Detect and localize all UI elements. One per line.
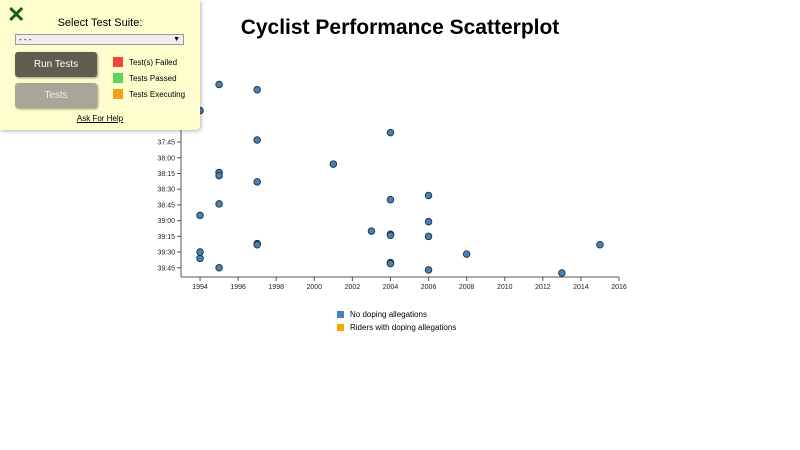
legend-executing: Tests Executing xyxy=(113,89,185,99)
x-tick-label: 1994 xyxy=(192,284,208,291)
y-tick-label: 37:45 xyxy=(157,140,175,147)
data-point xyxy=(386,128,395,137)
tests-button[interactable]: Tests xyxy=(15,83,97,108)
close-icon[interactable]: ✕ xyxy=(7,2,26,27)
x-tick-label: 2012 xyxy=(535,284,551,291)
x-tick-label: 1998 xyxy=(268,284,284,291)
y-tick-label: 38:00 xyxy=(157,155,175,162)
data-point xyxy=(386,195,395,204)
data-point xyxy=(215,264,223,272)
data-point xyxy=(462,250,471,258)
data-point xyxy=(253,240,261,249)
chart-title: Cyclist Performance Scatterplot xyxy=(240,16,560,39)
data-point xyxy=(386,259,395,268)
legend-label: Test(s) Failed xyxy=(129,57,178,67)
legend-label: Riders with doping allegations xyxy=(350,323,457,332)
data-point xyxy=(424,217,433,226)
data-point xyxy=(424,191,433,200)
data-point xyxy=(253,178,261,186)
x-tick-label: 2008 xyxy=(459,284,475,291)
x-tick-label: 2006 xyxy=(421,284,437,291)
data-point xyxy=(367,227,376,235)
select-value: - - - xyxy=(19,35,32,44)
legend-label: Tests Executing xyxy=(129,89,186,99)
y-tick-label: 39:00 xyxy=(157,218,175,225)
data-point xyxy=(424,266,433,274)
y-tick-label: 38:15 xyxy=(157,171,175,178)
data-point xyxy=(596,240,604,249)
suite-label: Select Test Suite: xyxy=(57,17,143,29)
data-point xyxy=(424,232,433,241)
x-tick-label: 2000 xyxy=(307,284,323,291)
legend-swatch xyxy=(337,311,344,318)
y-tick-label: 39:15 xyxy=(157,234,175,241)
x-tick-label: 2016 xyxy=(611,284,627,291)
legend-no-doping: No doping allegations xyxy=(337,310,427,319)
y-tick-label: 39:30 xyxy=(157,250,175,257)
failed-swatch xyxy=(113,57,123,67)
test-panel: ✕ Select Test Suite: - - - ▼ Run Tests Te… xyxy=(0,0,200,130)
x-tick-label: 2010 xyxy=(497,284,513,291)
legend-failed: Test(s) Failed xyxy=(113,57,177,67)
test-suite-select[interactable]: - - - ▼ xyxy=(15,34,184,45)
legend-label: Tests Passed xyxy=(129,73,177,83)
x-tick-label: 2004 xyxy=(383,284,399,291)
run-tests-button[interactable]: Run Tests xyxy=(15,52,97,77)
y-tick-label: 39:45 xyxy=(157,265,175,272)
data-point xyxy=(253,136,261,144)
data-point xyxy=(196,254,204,263)
chevron-down-icon: ▼ xyxy=(173,36,180,43)
data-point xyxy=(196,211,204,220)
x-tick-label: 1996 xyxy=(230,284,246,291)
data-point xyxy=(215,171,223,180)
ask-for-help-link[interactable]: Ask For Help xyxy=(76,114,124,123)
legend-doping: Riders with doping allegations xyxy=(337,323,456,332)
y-tick-label: 38:45 xyxy=(157,202,175,209)
data-point xyxy=(386,231,395,240)
data-point xyxy=(196,248,204,256)
data-point xyxy=(215,200,223,208)
y-tick-label: 38:30 xyxy=(157,187,175,194)
data-point xyxy=(558,269,566,277)
x-tick-label: 2002 xyxy=(345,284,361,291)
legend-swatch xyxy=(337,324,344,331)
data-point xyxy=(215,80,223,89)
executing-swatch xyxy=(113,89,123,99)
passed-swatch xyxy=(113,73,123,83)
data-point xyxy=(329,160,338,168)
legend-passed: Tests Passed xyxy=(113,73,177,83)
x-tick-label: 2014 xyxy=(573,284,589,291)
data-point xyxy=(253,85,261,94)
legend-label: No doping allegations xyxy=(350,310,427,319)
